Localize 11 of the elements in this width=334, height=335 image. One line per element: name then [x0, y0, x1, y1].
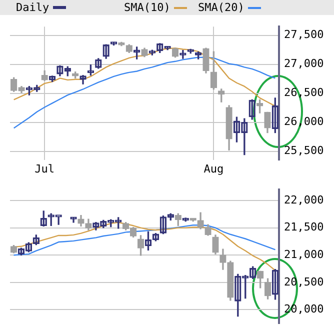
- y-tick-label: 27,000: [284, 57, 324, 70]
- y-tick-label: 22,000: [284, 193, 324, 206]
- y-tick-label: 27,500: [284, 28, 324, 42]
- legend-label: Daily: [16, 0, 50, 15]
- legend-label: SMA(10): [124, 0, 172, 15]
- y-tick-label: 21,000: [284, 248, 324, 261]
- x-tick-label: Jul: [34, 162, 55, 176]
- y-tick-label: 21,500: [284, 220, 324, 234]
- legend-label: SMA(20): [198, 0, 246, 15]
- y-tick-label: 25,500: [284, 144, 324, 158]
- x-tick-label: Aug: [204, 162, 224, 176]
